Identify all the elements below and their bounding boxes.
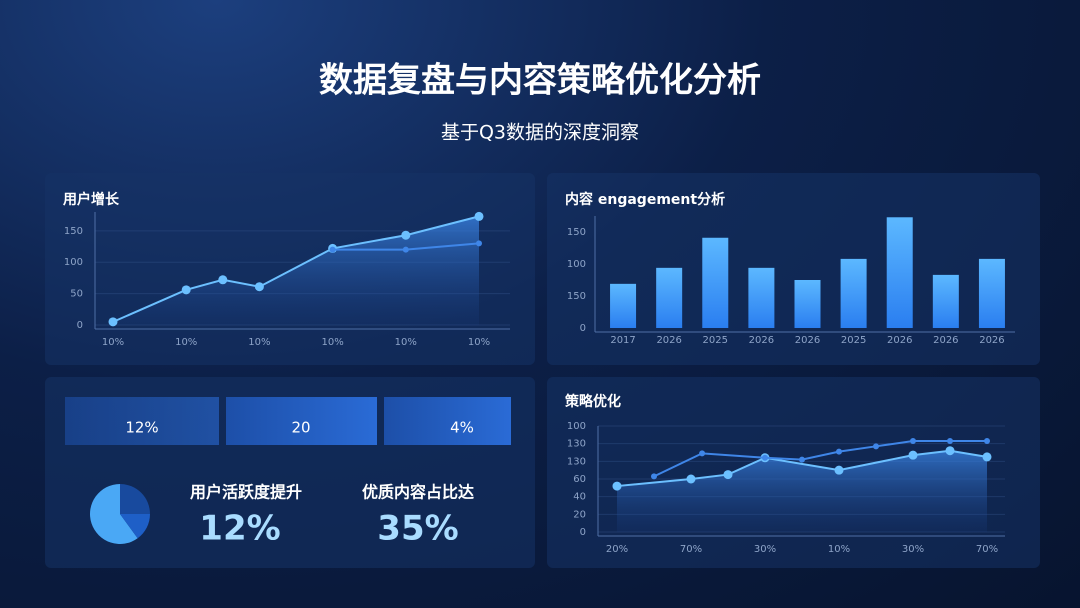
point bbox=[873, 443, 879, 450]
x-tick-label: 30% bbox=[754, 544, 776, 555]
highlight-value: 12% bbox=[199, 509, 280, 549]
point bbox=[181, 285, 191, 295]
x-tick-label: 10% bbox=[321, 337, 343, 348]
kpi-card bbox=[65, 397, 219, 445]
point bbox=[947, 438, 953, 445]
x-tick-label: 10% bbox=[395, 337, 417, 348]
point bbox=[474, 211, 484, 221]
point bbox=[910, 438, 916, 445]
y-tick-label: 50 bbox=[70, 289, 83, 300]
point bbox=[945, 446, 955, 456]
point bbox=[254, 282, 264, 292]
bar bbox=[748, 267, 775, 328]
y-tick-label: 100 bbox=[567, 259, 586, 270]
point bbox=[686, 474, 696, 484]
x-tick-label: 2017 bbox=[610, 335, 635, 346]
bar bbox=[702, 237, 729, 328]
page-subtitle: 基于Q3数据的深度洞察 bbox=[441, 122, 639, 144]
highlight-value: 35% bbox=[377, 509, 458, 549]
bar bbox=[932, 274, 959, 328]
y-tick-label: 100 bbox=[567, 421, 586, 432]
point bbox=[218, 275, 228, 285]
x-tick-label: 70% bbox=[976, 544, 998, 555]
y-tick-label: 100 bbox=[64, 257, 83, 268]
pie-slice bbox=[89, 484, 138, 544]
bar bbox=[840, 258, 867, 328]
bar bbox=[978, 258, 1005, 328]
panel-title: 内容 engagement分析 bbox=[565, 191, 725, 208]
panel-title: 用户增长 bbox=[63, 191, 120, 208]
x-tick-label: 2026 bbox=[656, 335, 681, 346]
kpi-card bbox=[384, 397, 511, 445]
y-tick-label: 20 bbox=[573, 509, 586, 520]
x-tick-label: 10% bbox=[175, 337, 197, 348]
point bbox=[836, 448, 842, 455]
x-tick-label: 70% bbox=[680, 544, 702, 555]
highlight-label: 用户活跃度提升 bbox=[190, 483, 302, 502]
y-tick-label: 0 bbox=[580, 527, 586, 538]
point bbox=[834, 465, 844, 475]
highlight-label: 优质内容占比达 bbox=[362, 483, 474, 502]
bar bbox=[794, 280, 821, 328]
x-tick-label: 10% bbox=[248, 337, 270, 348]
bar bbox=[656, 267, 683, 328]
y-tick-label: 0 bbox=[77, 320, 83, 331]
point bbox=[402, 246, 409, 253]
area bbox=[113, 216, 479, 325]
x-tick-label: 10% bbox=[828, 544, 850, 555]
bar bbox=[886, 217, 913, 328]
kpi-value: 20 bbox=[291, 419, 310, 437]
x-tick-label: 10% bbox=[102, 337, 124, 348]
x-tick-label: 2026 bbox=[749, 335, 774, 346]
x-tick-label: 30% bbox=[902, 544, 924, 555]
area bbox=[617, 450, 987, 532]
x-tick-label: 2026 bbox=[979, 335, 1004, 346]
kpi-value: 12% bbox=[125, 419, 158, 437]
page-title: 数据复盘与内容策略优化分析 bbox=[319, 61, 761, 101]
y-tick-label: 40 bbox=[573, 492, 586, 503]
y-tick-label: 150 bbox=[567, 227, 586, 238]
point bbox=[108, 317, 118, 327]
point bbox=[401, 230, 411, 240]
point bbox=[982, 452, 992, 462]
point bbox=[799, 456, 805, 463]
point bbox=[762, 454, 768, 461]
kpi-value: 4% bbox=[450, 419, 474, 437]
y-tick-label: 130 bbox=[567, 456, 586, 467]
point bbox=[651, 473, 657, 480]
x-tick-label: 20% bbox=[606, 544, 628, 555]
x-tick-label: 2026 bbox=[887, 335, 912, 346]
line bbox=[616, 449, 988, 488]
y-tick-label: 0 bbox=[580, 323, 586, 334]
y-tick-label: 60 bbox=[573, 474, 586, 485]
y-tick-label: 150 bbox=[567, 291, 586, 302]
x-tick-label: 2026 bbox=[933, 335, 958, 346]
point bbox=[612, 481, 622, 491]
point bbox=[476, 240, 482, 247]
panel-title: 策略优化 bbox=[564, 393, 621, 410]
y-tick-label: 150 bbox=[64, 226, 83, 237]
pie-slice bbox=[120, 514, 150, 539]
point bbox=[984, 438, 990, 445]
y-tick-label: 130 bbox=[567, 439, 586, 450]
x-tick-label: 10% bbox=[468, 337, 490, 348]
x-tick-label: 2026 bbox=[795, 335, 820, 346]
point bbox=[723, 470, 733, 480]
bar bbox=[610, 283, 637, 328]
x-tick-label: 2025 bbox=[841, 335, 866, 346]
x-tick-label: 2025 bbox=[703, 335, 728, 346]
point bbox=[329, 246, 336, 253]
point bbox=[908, 450, 918, 460]
kpi-card bbox=[226, 397, 377, 445]
point bbox=[699, 450, 706, 457]
pie-slice bbox=[120, 484, 150, 514]
